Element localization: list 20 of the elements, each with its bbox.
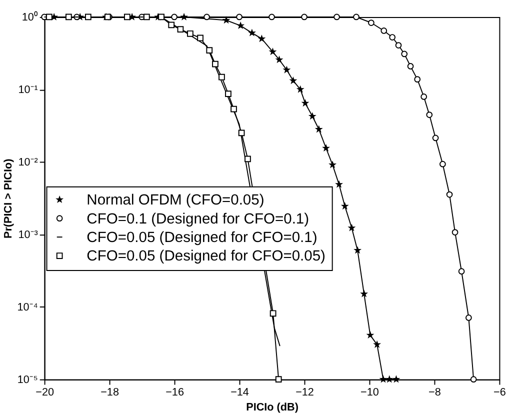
- x-axis-title: PICIo (dB): [246, 401, 299, 414]
- x-tick-label: −10: [360, 386, 379, 399]
- x-tick-label: −6: [494, 386, 506, 399]
- x-tick-label: −18: [100, 386, 119, 399]
- x-tick-label: −14: [230, 386, 249, 399]
- y-tick-label: 10⁻¹: [18, 84, 38, 96]
- y-axis-title: Pr(PICI > PICIo): [2, 158, 14, 239]
- legend-label: CFO=0.05 (Designed for CFO=0.1): [86, 230, 318, 246]
- x-tick-label: −20: [36, 386, 54, 399]
- y-tick-label: 10⁻³: [18, 228, 38, 241]
- y-tick-label: 10⁻⁵: [17, 374, 38, 386]
- legend-label: Normal OFDM (CFO=0.05): [86, 192, 264, 209]
- legend-label: CFO=0.1 (Designed for CFO=0.1): [86, 211, 310, 228]
- x-tick-label: −12: [296, 386, 314, 399]
- x-tick-label: −16: [166, 386, 184, 399]
- x-tick-label: −8: [428, 386, 441, 399]
- legend-label: CFO=0.05 (Designed for CFO=0.05): [86, 248, 326, 265]
- y-tick-label: 10⁰: [22, 10, 38, 24]
- y-tick-label: 10⁻⁴: [17, 301, 38, 314]
- y-tick-label: 10⁻²: [18, 156, 38, 168]
